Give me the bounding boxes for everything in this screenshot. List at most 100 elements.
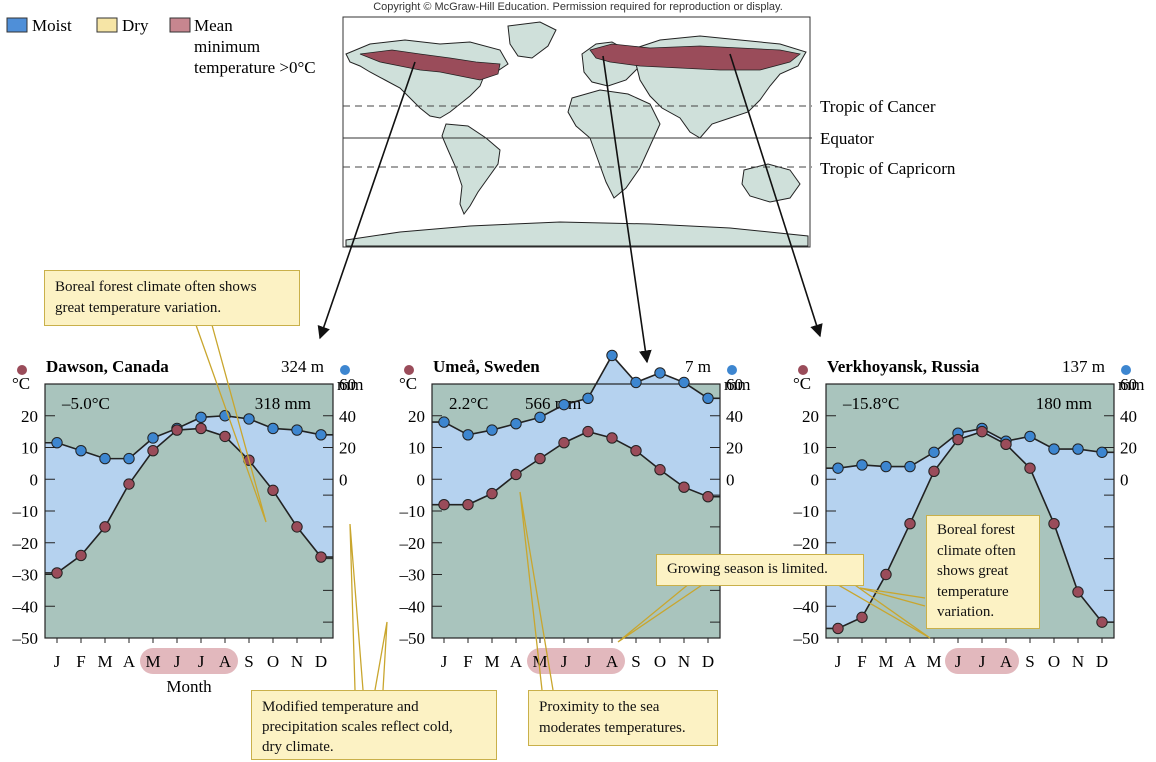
- month-label: F: [857, 652, 866, 671]
- precipitation-point: [606, 349, 618, 362]
- legend-dry-label: Dry: [122, 16, 149, 35]
- temperature-point: [267, 484, 279, 497]
- station-elevation: 137 m: [1062, 357, 1105, 376]
- precipitation-point: [75, 444, 87, 457]
- month-label: D: [702, 652, 714, 671]
- callout-right-line-2: climate often: [937, 542, 1016, 559]
- temperature-point: [630, 444, 642, 457]
- y-right-tick-label: 40: [339, 407, 356, 426]
- map-south-america: [441, 123, 501, 216]
- y-left-tick-label: 20: [21, 407, 38, 426]
- month-label: M: [532, 652, 547, 671]
- leader-right: [859, 587, 926, 607]
- precipitation-point: [1024, 430, 1036, 443]
- leader-sea: [519, 491, 554, 691]
- y-left-tick-label: –50: [793, 629, 820, 648]
- y-right-tick-label: 0: [726, 470, 735, 489]
- temperature-line: [826, 430, 1114, 630]
- y-left-unit-label: °C: [12, 374, 30, 393]
- temperature-point: [462, 498, 474, 511]
- temperature-point: [904, 518, 916, 530]
- month-label: A: [1000, 652, 1013, 671]
- y-right-tick-label: 40: [726, 407, 743, 426]
- temperature-point: [99, 521, 111, 533]
- month-label: D: [1096, 652, 1108, 671]
- precipitation-point: [880, 460, 892, 473]
- month-label: O: [267, 652, 279, 671]
- temperature-point: [832, 622, 844, 635]
- temperature-point: [171, 424, 183, 436]
- x-axis-label: Month: [166, 677, 212, 696]
- precipitation-point: [51, 437, 63, 449]
- month-label: S: [1025, 652, 1034, 671]
- copyright-notice: Copyright © McGraw-Hill Education. Permi…: [373, 1, 783, 13]
- precipitation-point: [510, 417, 522, 430]
- precipitation-point: [630, 376, 642, 389]
- arrow-to-dawson: [317, 61, 416, 340]
- temperature-point: [654, 464, 666, 476]
- callout-proximity-sea-line-1: Proximity to the sea: [539, 699, 660, 715]
- month-label: F: [463, 652, 472, 671]
- y-left-tick-label: 0: [811, 470, 820, 489]
- y-right-tick-label: 20: [726, 439, 743, 458]
- temperature-point: [291, 521, 303, 533]
- precipitation-point: [315, 429, 327, 441]
- temperature-point: [486, 487, 498, 500]
- month-label: D: [315, 652, 327, 671]
- precipitation-point: [462, 429, 474, 441]
- temperature-point: [1000, 438, 1012, 451]
- callout-right-line-4: temperature: [937, 583, 1009, 600]
- y-right-tick-label: 60: [339, 375, 356, 394]
- temperature-point: [1096, 616, 1108, 628]
- month-label: A: [219, 652, 232, 671]
- precipitation-point: [928, 446, 940, 458]
- station-title: Dawson, Canada: [46, 357, 169, 376]
- month-label: A: [510, 652, 523, 671]
- map-africa: [567, 89, 661, 199]
- callout-leaders: [195, 324, 931, 691]
- y-left-tick-label: 10: [408, 439, 425, 458]
- month-label: F: [76, 652, 85, 671]
- moist-area: [432, 355, 720, 505]
- y-left-tick-label: –30: [12, 566, 39, 585]
- temperature-point: [75, 549, 87, 562]
- temperature-point: [438, 498, 450, 511]
- temperature-point: [51, 567, 63, 579]
- arrow-to-verkhoyansk: [729, 53, 823, 338]
- month-label: S: [244, 652, 253, 671]
- station-title: Verkhoyansk, Russia: [827, 357, 980, 376]
- month-label: M: [926, 652, 941, 671]
- map-greenland: [507, 21, 557, 59]
- y-right-unit-label: mm: [1118, 375, 1144, 394]
- label-tropic-of-capricorn: Tropic of Capricorn: [820, 159, 956, 178]
- temperature-point: [147, 444, 159, 457]
- annual-precipitation: 180 mm: [1036, 394, 1092, 413]
- map-antarctica: [345, 221, 809, 247]
- month-label: J: [561, 652, 568, 671]
- callout-modified-scales-line-1: Modified temperature and: [262, 699, 419, 715]
- map-boreal-eurasia: [589, 43, 801, 71]
- y-left-unit-label: °C: [399, 374, 417, 393]
- precipitation-point: [558, 398, 570, 411]
- precipitation-point: [654, 367, 666, 379]
- temperature-point: [606, 432, 618, 444]
- precipitation-marker-icon: [727, 365, 737, 375]
- label-equator: Equator: [820, 129, 874, 148]
- month-label: N: [291, 652, 303, 671]
- world-map: Tropic of Cancer Equator Tropic of Capri…: [342, 16, 956, 248]
- y-left-tick-label: –50: [12, 629, 39, 648]
- y-left-tick-label: 20: [802, 407, 819, 426]
- y-left-tick-label: –20: [793, 534, 820, 553]
- y-left-tick-label: –40: [793, 597, 820, 616]
- month-label: M: [97, 652, 112, 671]
- temperature-point: [880, 568, 892, 581]
- map-boreal-north-america: [359, 49, 501, 81]
- growing-season-highlight: [527, 648, 625, 674]
- temperature-point: [1024, 462, 1036, 474]
- temperature-point: [976, 425, 988, 438]
- leader-growing: [617, 582, 706, 643]
- callout-boreal-variation-right: Boreal forest climate often shows great …: [926, 515, 1040, 629]
- y-left-unit-label: °C: [793, 374, 811, 393]
- precipitation-point: [534, 411, 546, 424]
